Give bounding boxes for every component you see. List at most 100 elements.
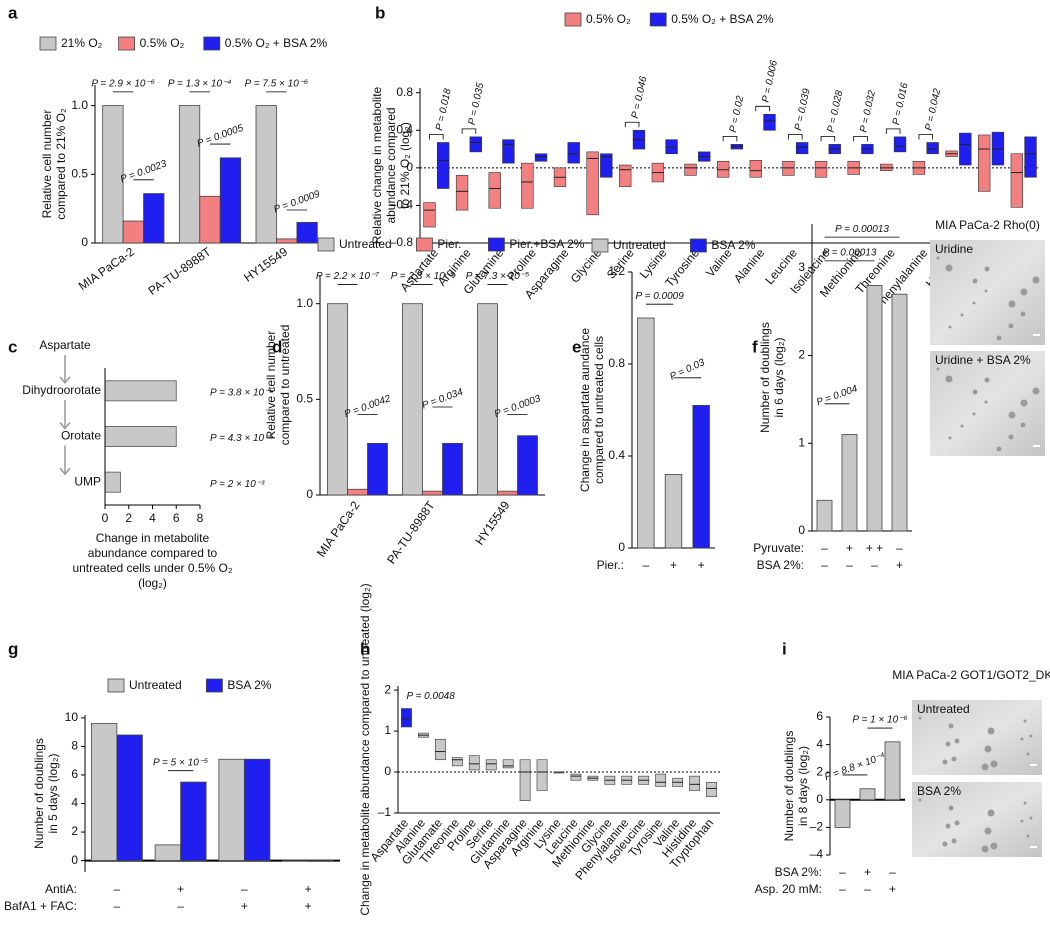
p-value: P = 0.0003: [493, 393, 543, 420]
y-tick-label: –0.4: [390, 198, 414, 212]
panel-letter: h: [360, 639, 370, 658]
image-label: Untreated: [917, 702, 970, 716]
category-label: UMP: [74, 474, 101, 488]
panel-letter: d: [272, 337, 282, 356]
p-value: P = 1 × 10⁻⁶: [852, 715, 907, 726]
p-value: P = 0.0009: [636, 291, 685, 302]
p-bracket: [755, 105, 770, 112]
legend-label: 0.5% O₂ + BSA 2%: [671, 12, 774, 26]
range-box: [451, 757, 463, 767]
bar: [102, 105, 124, 244]
legend-swatch: [690, 238, 707, 253]
x-tick-label: 4: [149, 511, 156, 525]
y-tick-label: 4: [71, 796, 78, 810]
range-box: [689, 775, 700, 791]
y-tick-label: 3: [798, 260, 805, 274]
cell-speck: [1020, 422, 1026, 428]
row-value: –: [821, 558, 828, 572]
p-bracket: [624, 121, 640, 128]
row-label: AntiA:: [45, 882, 77, 896]
range-box: [502, 759, 514, 769]
y-tick-label: 0: [798, 523, 805, 537]
legend-label: Untreated: [339, 237, 392, 251]
range-box: [469, 136, 482, 153]
y-axis-label: in 8 days (log₂): [796, 746, 810, 826]
bar: [402, 303, 423, 496]
cell-speck: [918, 798, 922, 802]
cell-speck: [984, 400, 988, 404]
cell-speck: [990, 760, 998, 768]
cell-speck: [948, 805, 954, 811]
legend-label: Untreated: [613, 238, 666, 252]
y-axis-label: in 6 days (log₂): [772, 337, 786, 417]
cell-speck: [987, 809, 995, 817]
micrograph: [912, 700, 1042, 775]
bar: [891, 293, 908, 532]
p-value: P = 0.032: [858, 89, 878, 134]
bar: [282, 860, 309, 862]
y-tick-label: 2: [816, 764, 823, 778]
bar: [219, 157, 242, 244]
cell-speck: [1008, 434, 1014, 440]
cell-speck: [981, 763, 989, 771]
legend-label: BSA 2%: [711, 238, 755, 252]
bar: [104, 380, 177, 402]
y-tick-label: –4: [810, 847, 824, 861]
p-value: P = 2.2 × 10⁻⁷: [316, 271, 379, 282]
category-label: Dihydroorotate: [22, 383, 101, 397]
p-value: P = 0.028: [826, 89, 846, 134]
range-box: [959, 132, 972, 166]
image-title: MIA PaCa-2 GOT1/GOT2_DKO: [892, 668, 1050, 682]
bar: [307, 860, 335, 862]
y-tick-label: 0: [406, 160, 413, 174]
panel-letter: g: [8, 639, 18, 658]
bar: [104, 471, 121, 493]
y-tick-label: 0.8: [608, 356, 625, 370]
bar: [347, 488, 368, 496]
arrow-head: [59, 376, 71, 385]
y-axis-label: compared to untreated: [278, 325, 292, 446]
bar: [90, 723, 118, 861]
cell-speck: [984, 745, 992, 753]
y-tick-label: 6: [71, 767, 78, 781]
y-axis-label: Relative change in metabolite: [370, 86, 384, 244]
legend-label: Untreated: [129, 678, 182, 692]
image-label: Uridine: [935, 242, 973, 256]
bar: [834, 799, 851, 828]
y-axis-label: in 5 days (log₂): [46, 753, 60, 833]
row-value: +: [177, 882, 184, 896]
cell-speck: [945, 823, 951, 829]
range-box: [423, 202, 436, 228]
cell-speck: [1020, 288, 1028, 296]
row-label: BSA 2%:: [757, 558, 804, 572]
panel-letter: c: [8, 337, 17, 356]
range-box: [436, 142, 450, 189]
range-box: [567, 142, 580, 164]
p-value: P = 7.5 × 10⁻⁶: [245, 79, 309, 90]
x-tick-label: 0: [102, 511, 109, 525]
p-bracket: [429, 134, 444, 140]
p-value: P = 0.004: [815, 383, 859, 408]
range-box: [570, 773, 582, 781]
cell-speck: [948, 325, 952, 329]
p-value: P = 2.3 × 10⁻⁵: [391, 271, 455, 282]
arrow-head: [59, 467, 71, 476]
y-tick-label: 2: [798, 348, 805, 362]
range-box: [1010, 153, 1024, 208]
row-value: +: [670, 558, 677, 572]
p-bracket: [918, 134, 934, 140]
bar: [497, 490, 518, 496]
bar: [143, 193, 165, 244]
y-tick-label: 0.4: [608, 448, 625, 462]
bar: [442, 442, 463, 496]
bar: [477, 303, 498, 496]
y-tick-label: 2: [384, 682, 391, 696]
y-tick-label: 0.4: [396, 122, 413, 136]
cell-speck: [1023, 719, 1027, 723]
p-value: P = 8.8 × 10⁻⁴: [823, 751, 887, 783]
range-box: [401, 708, 412, 728]
bar: [218, 758, 245, 861]
p-value: P = 1.3 × 10⁻⁴: [168, 79, 232, 90]
cell-speck: [945, 741, 951, 747]
legend-swatch: [203, 36, 221, 51]
